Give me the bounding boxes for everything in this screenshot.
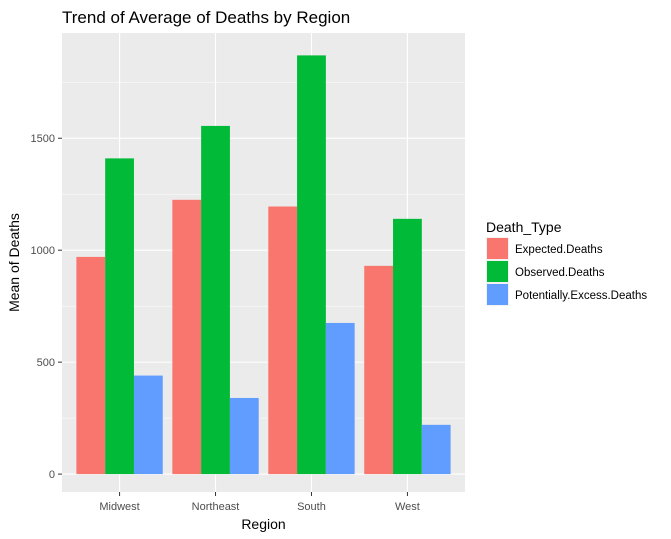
bars [76,55,451,475]
bar [393,218,422,475]
legend-swatch [487,284,508,305]
y-tick-label: 1000 [31,245,55,257]
y-axis-title: Mean of Deaths [6,213,22,312]
y-tick-label: 500 [37,357,55,369]
x-tick-label: Northeast [192,501,240,513]
bar [105,158,134,475]
legend-label: Potentially.Excess.Deaths [515,290,647,302]
chart-title: Trend of Average of Deaths by Region [62,8,350,27]
x-axis-title: Region [241,516,285,532]
x-tick-label: West [395,501,420,513]
bar [297,55,326,475]
legend-swatch [487,238,508,259]
bar [421,424,451,475]
legend-swatch [487,261,508,282]
x-tick-label: Midwest [99,501,139,513]
bar [229,397,259,475]
y-tick-label: 0 [49,469,55,481]
legend-title: Death_Type [486,219,562,235]
y-tick-label: 1500 [31,133,55,145]
bar [172,199,202,475]
bar [133,375,163,475]
legend: Death_Type Expected.Deaths Observed.Death… [486,219,647,306]
y-axis: 0 500 1000 1500 [31,133,62,481]
bar [325,322,355,475]
bar [201,125,230,475]
x-axis: Midwest Northeast South West [99,492,420,513]
legend-label: Observed.Deaths [515,267,605,279]
legend-label: Expected.Deaths [515,244,603,256]
bar [76,256,106,475]
bar [364,265,394,475]
bar [268,206,298,475]
x-tick-label: South [297,501,326,513]
